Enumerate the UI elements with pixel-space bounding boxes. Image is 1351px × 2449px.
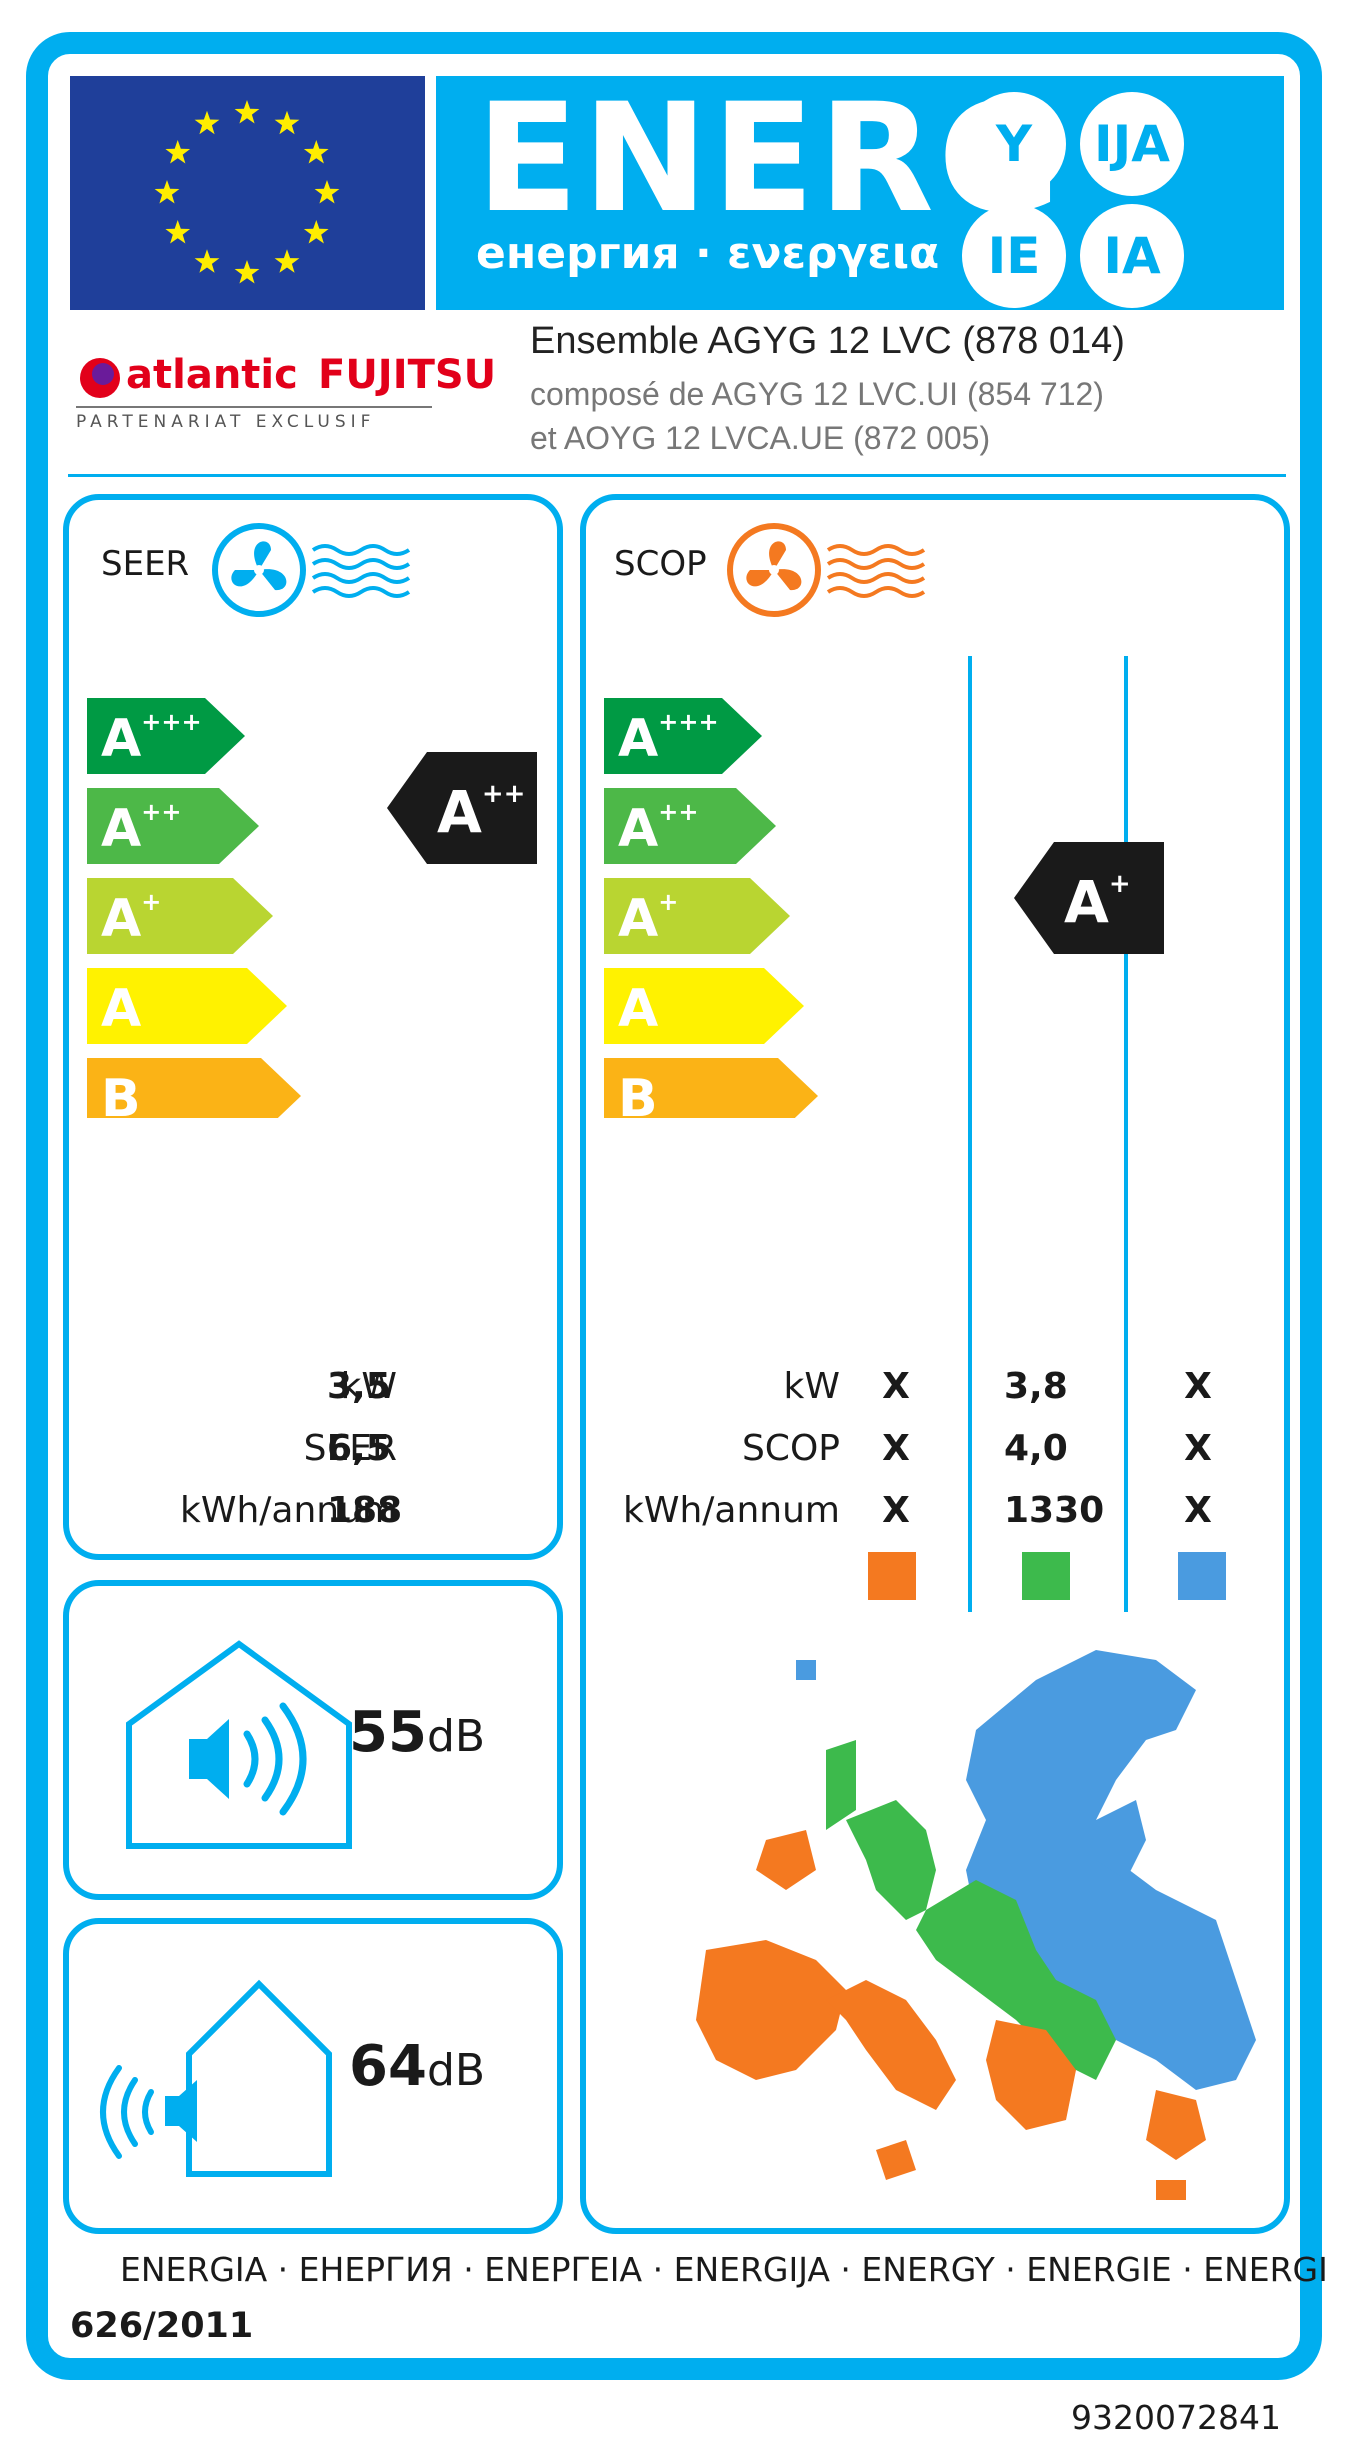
scop-stat-label: SCOP — [741, 1428, 840, 1469]
scop-value-cold: X — [1184, 1490, 1212, 1531]
seer-stat-labels: kW SEER kWh/annum — [180, 1366, 397, 1552]
energy-class-letter: A — [101, 979, 141, 1039]
eu-star — [274, 110, 300, 135]
outdoor-noise-panel: 64dB — [63, 1918, 563, 2234]
indoor-noise-value: 55dB — [349, 1700, 485, 1765]
model-line-1: composé de AGYG 12 LVC.UI (854 712) — [530, 376, 1104, 412]
zone-divider — [968, 656, 972, 1612]
outdoor-speaker-icon — [100, 1979, 332, 2177]
scop-stat-label: kWh/annum — [623, 1490, 840, 1531]
separator — [68, 474, 1286, 477]
scop-heading: SCOP — [614, 544, 707, 584]
seer-heading: SEER — [101, 544, 190, 584]
seer-class-scale: A+++A++A+ABCDA++ — [87, 698, 537, 1118]
eu-flag — [70, 76, 425, 310]
outdoor-noise-db: 64 — [349, 2034, 427, 2099]
brand-atlantic: atlantic — [126, 352, 298, 398]
scop-value-cold: X — [1184, 1428, 1212, 1469]
eu-star — [274, 249, 300, 273]
eu-star — [234, 100, 260, 124]
suffix-ia: IA — [1080, 204, 1184, 308]
seer-stat-values: 3,5 6,5 188 — [327, 1366, 402, 1552]
zone-swatch-warm — [868, 1552, 916, 1600]
indoor-noise-panel: 55dB — [63, 1580, 563, 1900]
suffix-y: Y — [962, 92, 1066, 196]
scop-value-warm: X — [882, 1428, 910, 1469]
seer-stat-value: 3,5 — [327, 1366, 391, 1407]
energy-class-bar — [87, 1058, 301, 1118]
barcode-number: 9320072841 — [1071, 2398, 1281, 2437]
suffix-ie: IE — [962, 204, 1066, 308]
model-title: Ensemble AGYG 12 LVC (878 014) — [530, 320, 1125, 362]
scop-stat-label: kW — [783, 1366, 840, 1407]
eu-star — [194, 110, 220, 135]
energy-class-letter: B — [618, 1069, 658, 1118]
heating-fan-icon — [727, 523, 926, 617]
energy-class-bar — [87, 878, 273, 954]
outdoor-noise-unit: dB — [426, 2045, 486, 2096]
zone-divider — [1124, 656, 1128, 1612]
energy-class-bar — [604, 788, 776, 864]
brand-partnership: PARTENARIAT EXCLUSIF — [76, 412, 376, 432]
energy-class-letter: B — [101, 1069, 141, 1118]
footer-languages: ENERGIA · ЕНЕРГИЯ · ΕΝΕΡΓΕΙΑ · ENERGIJA … — [120, 2250, 1328, 2289]
energy-subtitle: енергия · ενεργεια — [476, 228, 940, 279]
eu-star — [165, 220, 191, 244]
energy-class-bar — [604, 1058, 818, 1118]
label-frame — [26, 32, 1322, 2380]
scop-value-average: 3,8 — [1004, 1366, 1068, 1407]
zone-swatch-average — [1022, 1552, 1070, 1600]
seer-panel: SEER A+++A++A+ABCDA++ kW SEER kWh/annum … — [63, 494, 563, 1560]
eu-star — [165, 140, 191, 164]
brand-fujitsu: FUJITSU — [318, 352, 497, 398]
scop-value-cold: X — [1184, 1366, 1212, 1407]
model-line-2: et AOYG 12 LVCA.UE (872 005) — [530, 420, 991, 456]
energy-class-bar — [87, 698, 245, 774]
seer-stat-value: 188 — [327, 1490, 403, 1531]
eu-star — [314, 180, 340, 204]
eu-stars-icon — [154, 100, 340, 284]
seer-stat-label: kW — [340, 1366, 397, 1407]
seer-stat-value: 6,5 — [327, 1428, 391, 1469]
energy-class-letter: A — [618, 979, 658, 1039]
eu-star — [303, 220, 329, 244]
brand-logo: atlantic FUJITSU PARTENARIAT EXCLUSIF — [76, 350, 496, 450]
atlantic-logo-icon — [80, 358, 120, 398]
outdoor-noise-value: 64dB — [349, 2034, 485, 2099]
indoor-noise-db: 55 — [349, 1700, 427, 1765]
seer-stat-label: SEER — [303, 1428, 397, 1469]
eu-star — [234, 260, 260, 284]
scop-class-scale: A+++A++A+ABCDA+ — [604, 698, 1164, 1118]
eu-star — [303, 140, 329, 164]
energy-rating-marker — [387, 752, 537, 864]
zone-swatch-cold — [1178, 1552, 1226, 1600]
energy-class-bar — [604, 698, 762, 774]
scop-zone-average-values: 3,8 4,0 1330 — [1004, 1366, 1114, 1552]
scop-value-warm: X — [882, 1490, 910, 1531]
energy-rating-marker — [1014, 842, 1164, 954]
brand-divider — [76, 406, 432, 408]
scop-stat-labels: kW SCOP kWh/annum — [623, 1366, 840, 1552]
indoor-noise-unit: dB — [426, 1711, 486, 1762]
scop-value-warm: X — [882, 1366, 910, 1407]
eu-star — [194, 249, 220, 273]
energy-class-bar — [604, 878, 790, 954]
regulation-number: 626/2011 — [70, 2306, 254, 2346]
energy-class-bar — [87, 788, 259, 864]
energy-class-bar — [604, 968, 804, 1044]
scop-value-average: 1330 — [1004, 1490, 1105, 1531]
scop-value-average: 4,0 — [1004, 1428, 1068, 1469]
scop-zone-warm-values: X X X — [878, 1366, 914, 1552]
indoor-speaker-icon — [126, 1640, 352, 1849]
cooling-fan-icon — [212, 523, 411, 617]
suffix-ija: IJA — [1080, 92, 1184, 196]
scop-panel: SCOP A+++A++A+ABCDA+ kW SCOP kWh/annum X… — [580, 494, 1290, 2234]
seer-stat-label: kWh/annum — [180, 1490, 397, 1531]
scop-zone-cold-values: X X X — [1180, 1366, 1216, 1552]
energy-banner: ENERG енергия · ενεργεια Y IJA IE IA — [436, 76, 1284, 310]
eu-star — [154, 180, 180, 204]
energy-class-bar — [87, 968, 287, 1044]
europe-climate-map — [696, 1650, 1256, 2200]
